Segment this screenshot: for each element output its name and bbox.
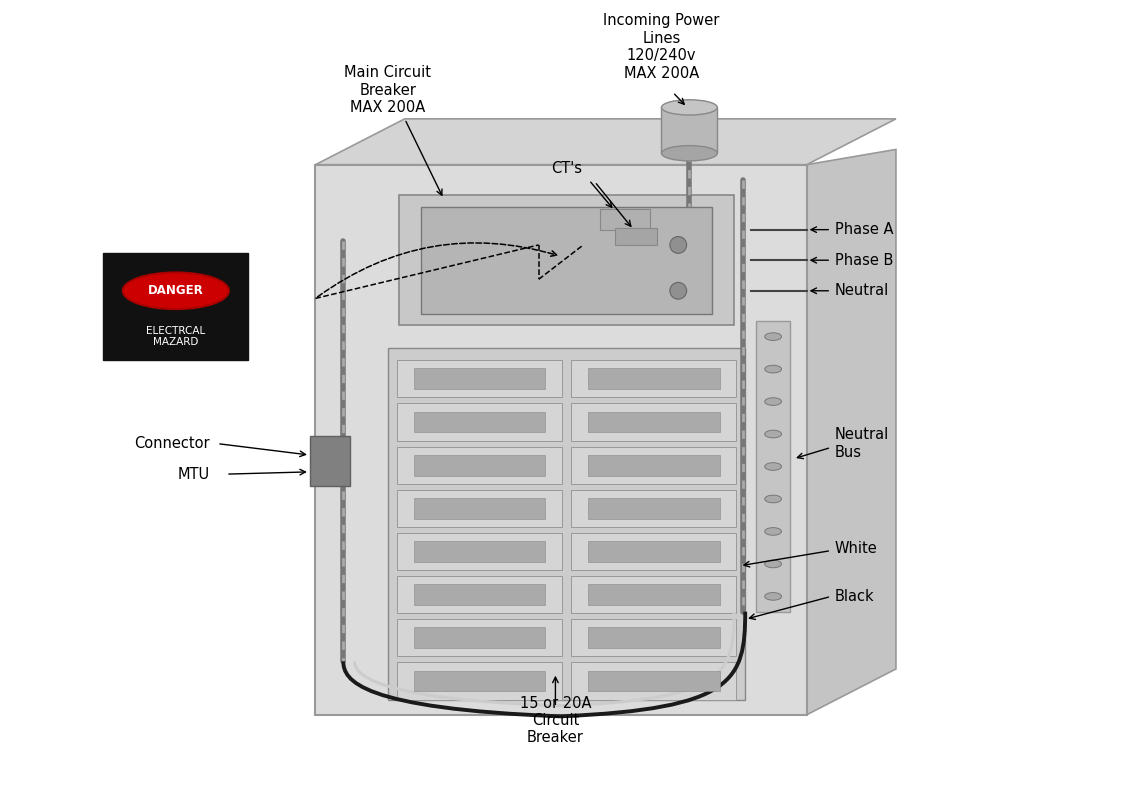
- Ellipse shape: [765, 528, 782, 535]
- Bar: [600, 209, 651, 229]
- Ellipse shape: [765, 430, 782, 437]
- Ellipse shape: [662, 145, 717, 161]
- Bar: [399, 195, 734, 326]
- Bar: [414, 542, 545, 562]
- Ellipse shape: [765, 495, 782, 503]
- Text: Incoming Power
Lines
120/240v
MAX 200A: Incoming Power Lines 120/240v MAX 200A: [604, 13, 719, 81]
- Ellipse shape: [670, 237, 687, 253]
- Bar: [414, 368, 545, 389]
- Ellipse shape: [765, 398, 782, 406]
- Bar: [397, 490, 562, 527]
- Bar: [414, 584, 545, 605]
- Bar: [588, 584, 719, 605]
- Ellipse shape: [670, 283, 687, 299]
- Bar: [571, 490, 736, 527]
- Text: Neutral: Neutral: [835, 283, 889, 299]
- Bar: [397, 533, 562, 570]
- Text: Phase B: Phase B: [835, 252, 893, 268]
- Ellipse shape: [662, 100, 717, 115]
- Bar: [571, 403, 736, 441]
- Bar: [571, 619, 736, 657]
- Bar: [422, 206, 711, 314]
- Bar: [571, 447, 736, 484]
- Text: DANGER: DANGER: [148, 284, 204, 297]
- Bar: [315, 164, 807, 715]
- Bar: [615, 228, 657, 245]
- Bar: [588, 498, 719, 518]
- Ellipse shape: [765, 560, 782, 568]
- Bar: [397, 576, 562, 613]
- Text: Neutral
Bus: Neutral Bus: [835, 427, 889, 460]
- Bar: [756, 322, 790, 611]
- Ellipse shape: [765, 463, 782, 470]
- Bar: [388, 348, 745, 700]
- Bar: [397, 360, 562, 397]
- Bar: [588, 411, 719, 433]
- Bar: [588, 368, 719, 389]
- Bar: [397, 662, 562, 700]
- Polygon shape: [315, 119, 896, 164]
- Text: 15 or 20A
Circuit
Breaker: 15 or 20A Circuit Breaker: [519, 696, 591, 746]
- Text: White: White: [835, 541, 877, 556]
- Bar: [588, 542, 719, 562]
- Bar: [571, 576, 736, 613]
- Bar: [397, 403, 562, 441]
- Ellipse shape: [122, 272, 229, 309]
- Bar: [414, 411, 545, 433]
- Ellipse shape: [765, 365, 782, 373]
- Bar: [571, 360, 736, 397]
- Ellipse shape: [765, 333, 782, 341]
- Text: ELECTRCAL
MAZARD: ELECTRCAL MAZARD: [146, 326, 205, 348]
- Bar: [662, 107, 717, 153]
- Bar: [397, 447, 562, 484]
- Bar: [414, 498, 545, 518]
- Text: Black: Black: [835, 589, 874, 604]
- Polygon shape: [807, 149, 896, 715]
- Text: MTU: MTU: [177, 467, 210, 482]
- Text: Phase A: Phase A: [835, 222, 893, 237]
- Bar: [414, 455, 545, 476]
- Bar: [310, 436, 350, 486]
- Bar: [103, 252, 248, 360]
- Text: Connector: Connector: [134, 436, 210, 451]
- Bar: [571, 533, 736, 570]
- Text: Main Circuit
Breaker
MAX 200A: Main Circuit Breaker MAX 200A: [344, 65, 432, 115]
- Text: CT's: CT's: [551, 161, 582, 176]
- Ellipse shape: [765, 592, 782, 600]
- Bar: [588, 455, 719, 476]
- Bar: [571, 662, 736, 700]
- Bar: [414, 671, 545, 692]
- Bar: [414, 627, 545, 648]
- Bar: [588, 627, 719, 648]
- Bar: [397, 619, 562, 657]
- Bar: [588, 671, 719, 692]
